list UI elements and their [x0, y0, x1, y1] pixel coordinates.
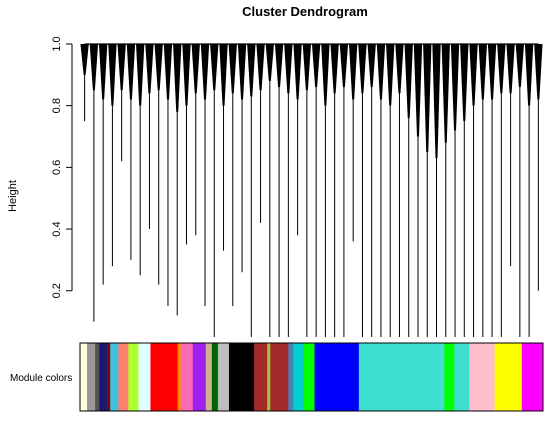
- module-color: [469, 343, 495, 411]
- module-color: [217, 343, 230, 411]
- y-tick-label: 0.4: [51, 221, 63, 236]
- module-color: [110, 343, 119, 411]
- module-color: [444, 343, 455, 411]
- module-color: [270, 343, 289, 411]
- strip-border: [79, 342, 544, 412]
- y-tick-label: 0.8: [51, 98, 63, 113]
- module-color: [303, 343, 315, 411]
- module-color: [128, 343, 139, 411]
- module-color: [177, 343, 181, 411]
- strip-label: Module colors: [10, 373, 72, 384]
- module-color: [180, 343, 194, 411]
- module-color: [314, 343, 360, 411]
- module-color: [192, 343, 207, 411]
- module-color: [293, 343, 304, 411]
- module-color: [521, 343, 544, 411]
- module-color: [358, 343, 445, 411]
- y-axis-label: Height: [7, 180, 19, 212]
- module-color: [99, 343, 108, 411]
- module-color: [150, 343, 178, 411]
- module-color: [228, 343, 255, 411]
- module-color: [138, 343, 151, 411]
- module-color: [107, 343, 111, 411]
- module-color: [205, 343, 213, 411]
- module-color: [211, 343, 219, 411]
- chart-title: Cluster Dendrogram: [242, 4, 368, 19]
- module-color: [95, 343, 100, 411]
- y-tick-label: 0.6: [51, 160, 63, 175]
- module-color: [288, 343, 294, 411]
- module-color: [494, 343, 523, 411]
- module-color: [454, 343, 470, 411]
- module-color: [87, 343, 96, 411]
- module-color: [80, 343, 88, 411]
- y-tick-label: 1.0: [51, 36, 63, 51]
- module-color: [254, 343, 268, 411]
- module-color: [267, 343, 271, 411]
- y-tick-label: 0.2: [51, 283, 63, 298]
- module-color: [118, 343, 129, 411]
